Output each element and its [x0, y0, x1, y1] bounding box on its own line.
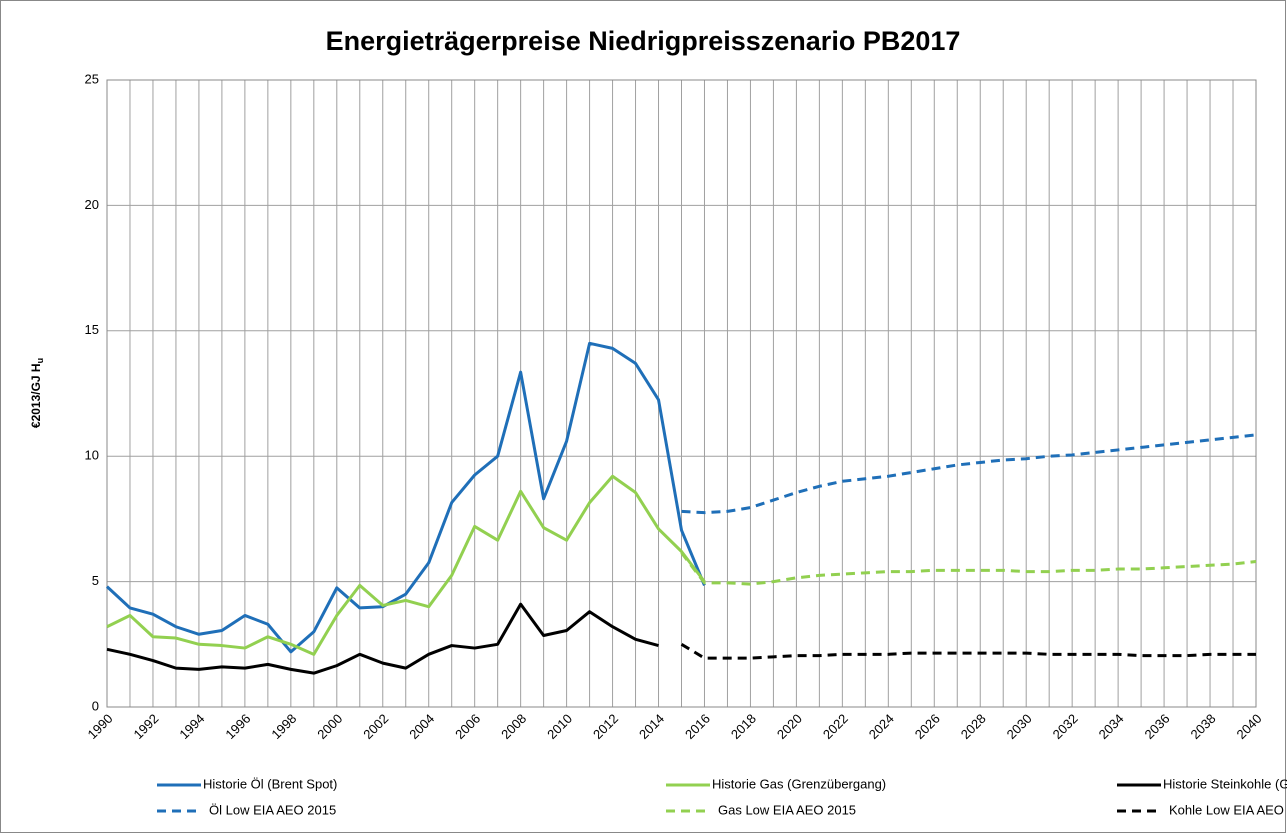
- y-tick-label: 5: [92, 573, 99, 588]
- y-tick-label: 25: [85, 71, 99, 86]
- series-line: [681, 433, 1257, 515]
- y-tick-label: 10: [85, 448, 99, 463]
- y-tick-label: 15: [85, 322, 99, 337]
- series-line: [680, 643, 1256, 660]
- plot-border: [106, 79, 1257, 708]
- y-axis-label-main: €2013/GJ H: [29, 363, 43, 428]
- legend-label: Öl Low EIA AEO 2015: [209, 802, 336, 817]
- series-line: [105, 341, 706, 654]
- legend-label: Historie Gas (Grenzübergang): [712, 776, 886, 791]
- legend-label: Historie Steinkohle (Grenzübergang): [1163, 776, 1287, 791]
- chart-title: Energieträgerpreise Niedrigpreisszenario…: [326, 26, 961, 56]
- series-line: [680, 551, 1257, 586]
- y-axis-label-sub: u: [35, 358, 45, 364]
- y-tick-label: 0: [92, 698, 99, 713]
- legend-label: Gas Low EIA AEO 2015: [718, 802, 856, 817]
- series-line: [106, 602, 659, 675]
- series-line: [106, 474, 706, 656]
- y-tick-label: 20: [85, 197, 99, 212]
- legend-label: Kohle Low EIA AEO 2015: [1169, 802, 1287, 817]
- y-axis-label: €2013/GJ Hu: [29, 358, 45, 428]
- legend-label: Historie Öl (Brent Spot): [203, 776, 337, 791]
